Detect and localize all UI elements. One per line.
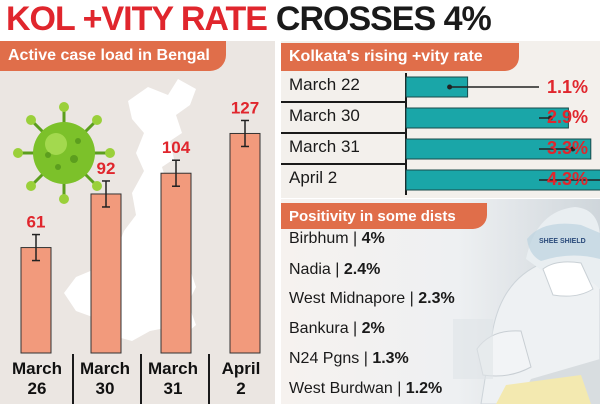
x-divider	[140, 354, 142, 404]
x-divider	[208, 354, 210, 404]
headline-part2: CROSSES 4%	[275, 0, 492, 38]
district-positivity-panel: SHEE SHIELD Positivity in some dists Bir…	[281, 199, 600, 404]
svg-text:SHEE SHIELD: SHEE SHIELD	[539, 238, 586, 245]
value-label: 61	[27, 213, 46, 232]
value-label: 4.3%	[547, 169, 589, 189]
value-label: 92	[97, 159, 116, 178]
x-tick-label: March 31	[147, 359, 199, 398]
bar	[405, 169, 600, 191]
y-tick-label: March 22	[289, 75, 360, 94]
value-label: 2.9%	[547, 107, 589, 127]
x-tick-label: April 2	[221, 359, 261, 398]
value-label: 1.1%	[547, 77, 589, 97]
districts-title: Positivity in some dists	[281, 203, 487, 229]
value-label: 3.3%	[547, 138, 589, 158]
x-tick-label: March 26	[11, 359, 63, 398]
row-separator	[281, 101, 406, 103]
district-item: West Midnapore | 2.3%	[289, 290, 455, 307]
health-worker-photo: SHEE SHIELD	[281, 199, 600, 404]
leader-dot	[547, 115, 553, 121]
y-tick-label: March 31	[289, 137, 360, 156]
active-case-chart: 61 92 104 127	[13, 79, 261, 354]
leader-dot	[447, 84, 453, 90]
headline: KOL +VITY RATE CROSSES 4%	[6, 0, 492, 38]
bar	[405, 138, 592, 160]
district-item: Nadia | 2.4%	[289, 261, 381, 278]
x-divider	[72, 354, 74, 404]
x-tick-label: March 30	[79, 359, 131, 398]
active-case-chart-panel: Active case load in Bengal 61 92 104 127	[0, 41, 275, 404]
y-tick-label: April 2	[289, 168, 338, 187]
district-item: Bankura | 2%	[289, 320, 385, 337]
district-item: N24 Pgns | 1.3%	[289, 350, 409, 367]
bar	[90, 193, 122, 354]
district-item: West Burdwan | 1.2%	[289, 380, 443, 397]
chart-title: Kolkata's rising +vity rate	[281, 43, 519, 71]
bar	[405, 107, 569, 129]
bar	[229, 132, 261, 354]
headline-part1: KOL +VITY RATE	[6, 0, 268, 38]
value-label: 104	[162, 138, 191, 157]
leader-dot	[570, 146, 576, 152]
bar	[20, 247, 52, 354]
coronavirus-icon	[13, 102, 115, 204]
positivity-rate-panel: Kolkata's rising +vity rate March 22 Mar…	[281, 41, 600, 198]
row-separator	[281, 132, 406, 134]
value-label: 127	[231, 98, 259, 117]
y-tick-label: March 30	[289, 106, 360, 125]
row-separator	[281, 163, 406, 165]
district-item: Birbhum | 4%	[289, 230, 385, 247]
bar	[160, 172, 192, 354]
positivity-rate-chart	[405, 73, 600, 195]
chart-title: Active case load in Bengal	[0, 41, 226, 71]
